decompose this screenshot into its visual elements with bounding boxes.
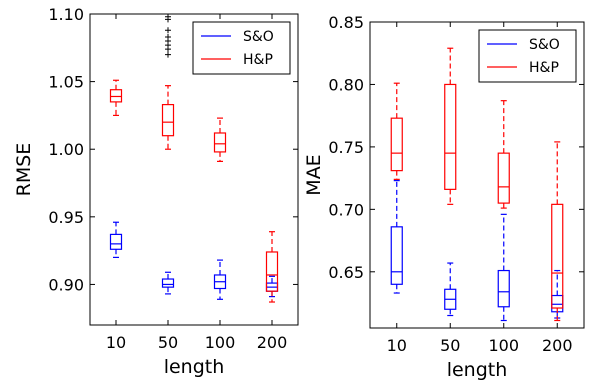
legend: S&O H&P (192, 21, 291, 75)
x-tick-label: 200 (542, 336, 573, 355)
box (390, 82, 403, 180)
y-tick-label: 0.65 (328, 263, 364, 282)
box-body (497, 269, 510, 308)
box-body (444, 83, 457, 190)
y-tick-label: 1.00 (48, 140, 84, 159)
box (265, 231, 279, 303)
box (161, 271, 175, 295)
legend-label: H&P (529, 60, 559, 76)
y-tick-label: 0.95 (48, 208, 84, 227)
y-tick-label: 0.80 (328, 75, 364, 94)
x-axis-label: length (447, 359, 508, 381)
x-tick-label: 100 (205, 333, 236, 352)
x-axis-label: length (164, 356, 225, 378)
box (497, 213, 510, 322)
legend: S&O H&P (478, 29, 577, 83)
x-tick-label: 10 (106, 333, 126, 352)
x-tick-label: 100 (488, 336, 519, 355)
legend-label: S&O (529, 37, 560, 53)
box-body (109, 233, 123, 250)
y-tick-label: 1.05 (48, 73, 84, 92)
flier (165, 13, 171, 20)
legend-frame (192, 21, 291, 75)
x-tick-label: 10 (387, 336, 407, 355)
y-tick-label: 0.85 (328, 13, 364, 32)
y-tick-label: 1.10 (48, 5, 84, 24)
box (161, 13, 175, 150)
y-tick-label: 0.70 (328, 200, 364, 219)
x-tick-label: 200 (257, 333, 288, 352)
legend-frame (478, 29, 577, 83)
box-body (497, 152, 510, 204)
flier (165, 27, 171, 34)
box-body (390, 117, 403, 172)
box (213, 259, 227, 300)
box-body (390, 226, 403, 285)
box (109, 221, 123, 258)
box-body (161, 103, 175, 137)
box (444, 262, 457, 317)
legend-label: H&P (243, 52, 273, 68)
box (109, 79, 123, 117)
x-tick-label: 50 (158, 333, 178, 352)
box (390, 180, 403, 294)
y-tick-label: 0.75 (328, 138, 364, 157)
flier (165, 51, 171, 58)
chart-panel: 0.90 0.95 1.00 1.05 1.10 10 50 100 200 length RMSE… (13, 5, 299, 378)
box-body (109, 89, 123, 103)
y-tick-label: 0.90 (48, 275, 84, 294)
box (213, 117, 227, 162)
axes-frame (369, 21, 585, 329)
box-body (551, 203, 564, 309)
y-axis-label: MAE (303, 154, 325, 195)
x-tick-label: 50 (440, 336, 460, 355)
chart-panel: 0.65 0.70 0.75 0.80 0.85 10 50 100 200 length MAE S… (303, 13, 585, 381)
box (444, 47, 457, 205)
y-axis-label: RMSE (13, 143, 35, 197)
legend-label: S&O (243, 29, 274, 45)
flier (165, 33, 171, 40)
box-body (265, 251, 279, 292)
axes-frame (89, 13, 299, 326)
box (497, 100, 510, 209)
box-body (213, 132, 227, 153)
box (551, 141, 564, 322)
box-body (161, 278, 175, 288)
